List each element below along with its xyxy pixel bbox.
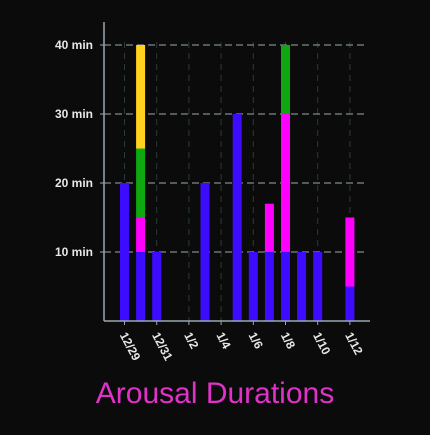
bar-segment-blue bbox=[152, 252, 161, 321]
bar-segment-green bbox=[136, 149, 145, 218]
y-tick-label: 30 min bbox=[55, 107, 93, 121]
bar-segment-blue bbox=[313, 252, 322, 321]
bar-segment-blue bbox=[233, 114, 242, 321]
x-tick-label: 1/6 bbox=[246, 330, 266, 352]
bar-segment-blue bbox=[136, 252, 145, 321]
x-tick-label: 1/8 bbox=[278, 330, 298, 352]
x-tick-label: 12/31 bbox=[149, 330, 176, 363]
y-tick-label: 40 min bbox=[55, 38, 93, 52]
chart-title: Arousal Durations bbox=[96, 377, 334, 410]
bar-segment-magenta bbox=[136, 218, 145, 253]
x-tick-label: 1/12 bbox=[342, 330, 365, 357]
bar-segment-yellow bbox=[136, 45, 145, 149]
x-tick-label: 12/29 bbox=[117, 330, 144, 363]
x-tick-label: 1/4 bbox=[213, 330, 233, 352]
bar-segment-blue bbox=[120, 183, 129, 321]
bar-segment-magenta bbox=[281, 114, 290, 252]
bar-segment-magenta bbox=[265, 204, 274, 252]
bar-segment-blue bbox=[201, 183, 210, 321]
bar-segment-green bbox=[281, 45, 290, 114]
bar-segment-magenta bbox=[345, 218, 354, 287]
y-tick-label: 10 min bbox=[55, 245, 93, 259]
bar-segment-blue bbox=[265, 252, 274, 321]
bar-segment-blue bbox=[249, 252, 258, 321]
bar-segment-blue bbox=[345, 287, 354, 322]
x-tick-label: 1/10 bbox=[310, 330, 333, 357]
x-tick-label: 1/2 bbox=[181, 330, 201, 352]
bar-segment-blue bbox=[281, 252, 290, 321]
bar-segment-blue bbox=[297, 252, 306, 321]
y-tick-label: 20 min bbox=[55, 176, 93, 190]
